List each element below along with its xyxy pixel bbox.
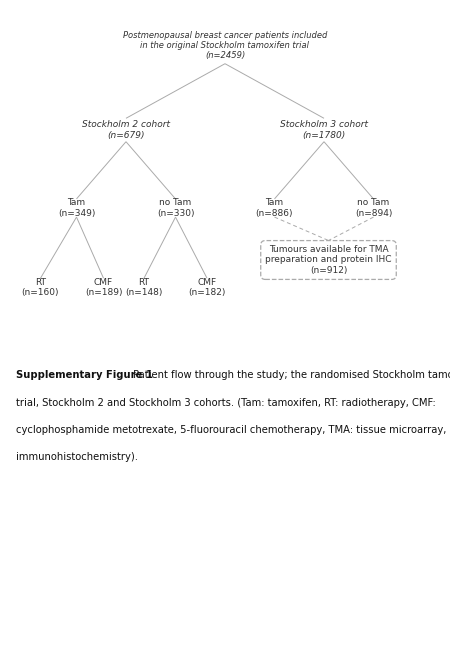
Text: RT
(n=160): RT (n=160) — [22, 278, 59, 297]
Text: Stockholm 3 cohort
(n=1780): Stockholm 3 cohort (n=1780) — [280, 120, 368, 140]
Text: cyclophosphamide metotrexate, 5-fluorouracil chemotherapy, TMA: tissue microarra: cyclophosphamide metotrexate, 5-fluorour… — [16, 425, 450, 435]
Text: Supplementary Figure 1: Supplementary Figure 1 — [16, 370, 153, 380]
Text: Postmenopausal breast cancer patients included
in the original Stockholm tamoxif: Postmenopausal breast cancer patients in… — [123, 31, 327, 60]
Text: CMF
(n=189): CMF (n=189) — [85, 278, 122, 297]
Text: Stockholm 2 cohort
(n=679): Stockholm 2 cohort (n=679) — [82, 120, 170, 140]
Text: RT
(n=148): RT (n=148) — [125, 278, 163, 297]
Text: Patient flow through the study; the randomised Stockholm tamoxifen: Patient flow through the study; the rand… — [130, 370, 450, 380]
Text: trial, Stockholm 2 and Stockholm 3 cohorts. (Tam: tamoxifen, RT: radiotherapy, C: trial, Stockholm 2 and Stockholm 3 cohor… — [16, 398, 436, 408]
Text: immunohistochemistry).: immunohistochemistry). — [16, 452, 138, 462]
Text: no Tam
(n=330): no Tam (n=330) — [157, 198, 194, 218]
Text: CMF
(n=182): CMF (n=182) — [188, 278, 226, 297]
Text: Tam
(n=886): Tam (n=886) — [256, 198, 293, 218]
Text: Tumours available for TMA
preparation and protein IHC
(n=912): Tumours available for TMA preparation an… — [265, 245, 392, 275]
Text: Tam
(n=349): Tam (n=349) — [58, 198, 95, 218]
Text: no Tam
(n=894): no Tam (n=894) — [355, 198, 392, 218]
